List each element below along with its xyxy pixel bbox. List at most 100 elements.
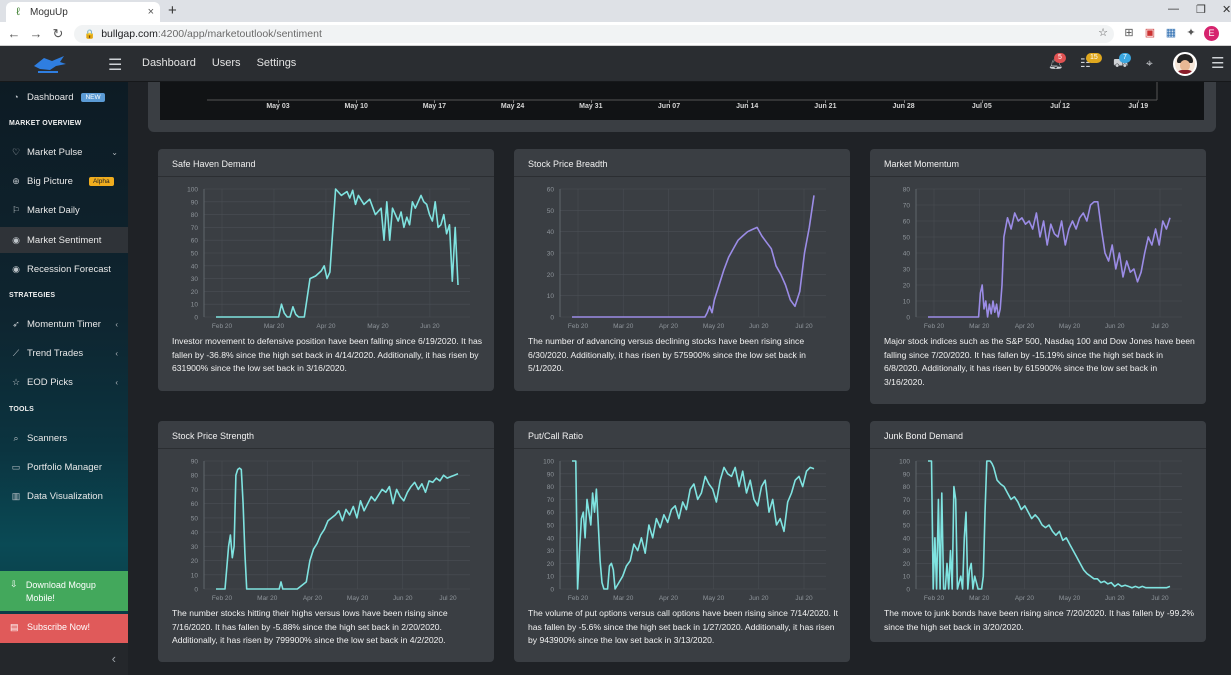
card-description: The volume of put options versus call op…	[528, 608, 839, 645]
sidebar-item-market-sentiment[interactable]: ◉ Market Sentiment	[0, 227, 128, 253]
chart-x-tick-label: Apr 20	[316, 323, 336, 330]
sidebar-item-scanners[interactable]: ⌕ Scanners	[0, 425, 128, 451]
window-close-icon[interactable]: ✕	[1222, 4, 1231, 16]
extension-icon[interactable]: ▣	[1144, 27, 1156, 39]
chart-svg: 0 10 20 30 40 50 60 Feb 20 Mar 20 Apr 20 May 20 Jun…	[547, 187, 826, 330]
bookmark-star-icon[interactable]: ☆	[1098, 27, 1108, 39]
more-menu-icon[interactable]: ☰	[1211, 55, 1225, 72]
list-icon[interactable]: ☷	[1080, 56, 1091, 70]
address-bar: ← → ↻ 🔒 bullgap.com :4200/app/marketoutl…	[0, 22, 1231, 46]
chart-x-tick-label: Jul 20	[1151, 323, 1169, 330]
minimize-icon[interactable]: —	[1168, 3, 1179, 15]
eye-icon: ◉	[12, 234, 20, 245]
user-avatar[interactable]	[1173, 52, 1197, 76]
chart-x-tick-label: Jun 20	[393, 595, 413, 602]
chart-y-tick-label: 20	[191, 558, 199, 565]
sentiment-card: Safe Haven Demand 0 10 20 30 40 50 60 70 80 90 100 F…	[158, 149, 494, 391]
back-icon[interactable]: ←	[7, 26, 21, 41]
chart-x-tick-label: Apr 20	[1015, 595, 1035, 602]
list-badge: 15	[1086, 53, 1102, 63]
chart-x-tick-label: Mar 20	[613, 595, 634, 602]
bell-badge: 5	[1054, 53, 1066, 63]
extension-icon[interactable]: ▦	[1165, 27, 1177, 39]
maximize-icon[interactable]: ❐	[1196, 4, 1206, 16]
chart-x-tick-label: Jun 20	[749, 323, 769, 330]
app-header: ☰ Dashboard Users Settings 🔔︎ 5 ☷ 15 ⛟ 7…	[0, 46, 1231, 82]
sidebar-item-data-visualization[interactable]: ▥ Data Visualization	[0, 483, 128, 509]
chart-y-tick-label: 30	[191, 544, 199, 551]
chart-y-tick-label: 20	[191, 289, 199, 296]
search-icon: ⌕	[13, 432, 19, 443]
nav-dashboard[interactable]: Dashboard	[142, 57, 196, 69]
browser-profile-avatar[interactable]: E	[1204, 26, 1219, 41]
chart-y-tick-label: 30	[903, 267, 911, 274]
location-pin-icon[interactable]: ⌖	[1146, 56, 1153, 70]
sidebar-item-label: Market Sentiment	[27, 234, 102, 246]
forward-icon[interactable]: →	[29, 26, 43, 41]
crosshair-icon: ⊕	[12, 175, 20, 186]
timeline-tick	[356, 100, 358, 103]
sidebar-item-portfolio-manager[interactable]: ▭ Portfolio Manager	[0, 454, 128, 480]
chart-x-tick-label: Jul 20	[795, 595, 813, 602]
sidebar-collapse-button[interactable]: ‹	[0, 643, 128, 675]
chart-y-tick-label: 60	[191, 501, 199, 508]
sidebar-item-dashboard[interactable]: ◔ Dashboard NEW	[0, 84, 128, 110]
sidebar-item-momentum-timer[interactable]: ➶ Momentum Timer ‹	[0, 311, 128, 337]
chart-y-tick-label: 0	[550, 315, 554, 322]
card-title: Stock Price Strength	[158, 421, 494, 449]
bullgap-logo[interactable]	[30, 52, 70, 76]
cart-badge: 7	[1119, 53, 1131, 63]
chart-x-tick-label: Apr 20	[1015, 323, 1035, 330]
timeline-tick	[747, 100, 749, 103]
url-field[interactable]: 🔒 bullgap.com :4200/app/marketoutlook/se…	[74, 25, 1114, 43]
chart-x-tick-label: Apr 20	[303, 595, 323, 602]
download-mobile-button[interactable]: ⇩ Download Mogup Mobile!	[0, 571, 128, 611]
tab-close-icon[interactable]: ×	[147, 6, 154, 18]
briefcase-icon: ▭	[11, 461, 21, 472]
extension-icon[interactable]: ⊞	[1124, 27, 1134, 39]
heart-icon: ♡	[11, 146, 21, 157]
sidebar-item-label: Portfolio Manager	[27, 461, 102, 473]
sidebar-item-big-picture[interactable]: ⊕ Big Picture Alpha	[0, 168, 128, 194]
timeline-x-label: Jun 28	[892, 103, 915, 110]
sidebar-item-market-daily[interactable]: ⚐ Market Daily	[0, 197, 128, 223]
timeline-x-label: May 31	[579, 103, 603, 110]
chart-y-tick-label: 80	[903, 187, 911, 194]
browser-tab[interactable]: ℓ MoguUp ×	[6, 2, 160, 22]
subscribe-button[interactable]: ▤ Subscribe Now!	[0, 614, 128, 643]
timeline-tick	[903, 100, 905, 103]
sentiment-card: Junk Bond Demand 0 10 20 30 40 50 60 70 80 90 100 Fe…	[870, 421, 1206, 642]
sidebar-item-eod-picks[interactable]: ☆ EOD Picks ‹	[0, 369, 128, 395]
chart-y-tick-label: 90	[191, 459, 199, 466]
extensions-puzzle-icon[interactable]: ✦	[1186, 27, 1196, 39]
chart-y-tick-label: 40	[191, 263, 199, 270]
sidebar-item-recession-forecast[interactable]: ◉ Recession Forecast	[0, 256, 128, 282]
chart-y-tick-label: 0	[906, 587, 910, 594]
menu-toggle-icon[interactable]: ☰	[108, 57, 123, 74]
card-line-chart: 0 10 20 30 40 50 60 70 80 90 Feb 20 Mar 20 Apr 20 May…	[158, 449, 494, 605]
timeline-chart	[160, 82, 1204, 120]
card-icon: ▤	[10, 622, 19, 632]
sentiment-card: Stock Price Breadth 0 10 20 30 40 50 60 Feb 20 Ma…	[514, 149, 850, 391]
sidebar-item-market-pulse[interactable]: ♡ Market Pulse ⌄	[0, 139, 128, 165]
new-tab-button[interactable]: +	[168, 2, 177, 19]
sidebar-item-label: Big Picture	[27, 175, 73, 187]
download-icon: ⇩	[10, 579, 18, 589]
flag-icon: ⚐	[11, 204, 21, 215]
chart-x-tick-label: Jul 20	[439, 595, 457, 602]
nav-users[interactable]: Users	[211, 57, 241, 69]
reload-icon[interactable]: ↻	[52, 25, 64, 41]
chart-y-tick-label: 20	[547, 561, 555, 568]
sidebar-item-trend-trades[interactable]: ⟋ Trend Trades ‹	[0, 340, 128, 366]
chevron-left-icon: ‹	[115, 377, 118, 387]
chart-y-tick-label: 100	[899, 459, 910, 466]
chart-x-tick-label: Feb 20	[212, 595, 233, 602]
chart-y-tick-label: 10	[903, 299, 911, 306]
timeline-x-label: Jun 07	[657, 103, 681, 110]
chart-y-tick-label: 40	[903, 251, 911, 258]
card-line-chart: 0 10 20 30 40 50 60 70 80 Feb 20 Mar 20 Apr 20 May 2…	[870, 177, 1206, 333]
chart-x-tick-label: Mar 20	[969, 323, 990, 330]
nav-settings[interactable]: Settings	[256, 57, 297, 69]
chart-x-tick-label: May 20	[1059, 323, 1081, 330]
sidebar-item-label: Trend Trades	[27, 347, 84, 359]
